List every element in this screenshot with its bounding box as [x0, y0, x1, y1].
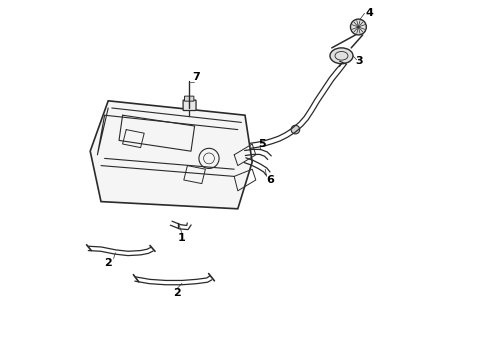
Circle shape — [350, 19, 367, 35]
Polygon shape — [90, 101, 252, 209]
FancyBboxPatch shape — [183, 100, 196, 111]
FancyBboxPatch shape — [185, 96, 194, 101]
Text: 6: 6 — [266, 175, 274, 185]
Text: 1: 1 — [178, 233, 186, 243]
Text: 2: 2 — [172, 288, 180, 298]
Text: 2: 2 — [104, 258, 112, 268]
Circle shape — [291, 125, 300, 134]
Text: 4: 4 — [365, 8, 373, 18]
Text: 3: 3 — [356, 56, 363, 66]
Text: 5: 5 — [258, 139, 266, 149]
Ellipse shape — [330, 48, 353, 64]
Text: 7: 7 — [193, 72, 200, 82]
